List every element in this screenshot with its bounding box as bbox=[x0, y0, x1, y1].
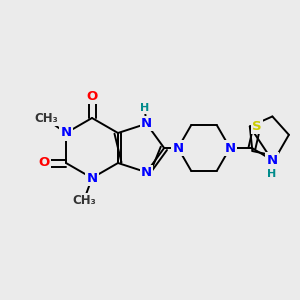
Text: O: O bbox=[38, 157, 50, 169]
Text: N: N bbox=[141, 117, 152, 130]
Text: N: N bbox=[266, 154, 278, 166]
Text: S: S bbox=[252, 119, 262, 133]
Text: N: N bbox=[141, 166, 152, 179]
Text: H: H bbox=[140, 103, 149, 113]
Text: H: H bbox=[267, 169, 277, 179]
Text: N: N bbox=[172, 142, 184, 154]
Text: CH₃: CH₃ bbox=[34, 112, 58, 125]
Text: O: O bbox=[86, 89, 98, 103]
Text: N: N bbox=[61, 127, 72, 140]
Text: N: N bbox=[86, 172, 98, 184]
Text: N: N bbox=[224, 142, 236, 154]
Text: CH₃: CH₃ bbox=[72, 194, 96, 206]
